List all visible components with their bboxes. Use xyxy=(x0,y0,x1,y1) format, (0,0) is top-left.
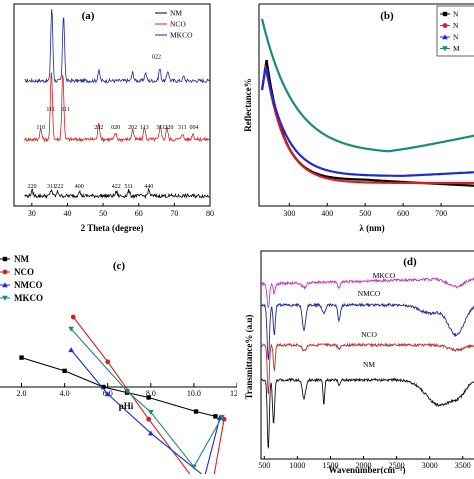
peak-label: 110 xyxy=(36,125,45,131)
data-point xyxy=(68,347,74,352)
series-nmco xyxy=(68,347,222,474)
series-label-mkco: MKCO xyxy=(373,271,396,280)
data-point xyxy=(62,369,66,373)
peak-label: 220 xyxy=(28,184,37,190)
legend-marker xyxy=(443,12,447,16)
x-tick-label: 40 xyxy=(63,209,71,218)
series-nm xyxy=(262,60,474,186)
peak-label: 202 xyxy=(128,125,137,131)
x-tick-label: 500 xyxy=(359,209,371,218)
x-tick-label: 500 xyxy=(258,461,270,470)
x-tick-label: 2.0 xyxy=(17,389,27,398)
peak-label: 202 xyxy=(94,125,103,131)
legend-entry: NCO xyxy=(170,20,186,29)
peak-label: 220 xyxy=(165,125,174,131)
peak-label: 111 xyxy=(61,107,70,113)
series-label-nm: NM xyxy=(363,360,375,369)
legend-entry: NCO xyxy=(14,267,34,277)
legend-entry: NMCO xyxy=(14,280,43,290)
peak-label: 113 xyxy=(140,125,149,131)
x-tick-label: 600 xyxy=(397,209,409,218)
peak-label: 440 xyxy=(144,184,153,190)
x-tick-label: 12.0 xyxy=(230,389,237,398)
x-tick-label: 4.0 xyxy=(60,389,70,398)
series-nco xyxy=(262,68,474,184)
data-point xyxy=(105,359,110,364)
peak-label: 400 xyxy=(75,184,84,190)
x-tick-label: 30 xyxy=(28,209,36,218)
x-tick-label: 1000 xyxy=(289,461,305,470)
legend: NM NCO MKCO xyxy=(155,9,193,40)
panel-label: (b) xyxy=(380,10,394,22)
x-tick-label: 10.0 xyxy=(187,389,201,398)
x-tick-label: 3000 xyxy=(422,461,438,470)
peak-label: 020 xyxy=(111,125,120,131)
legend-entry: NM xyxy=(14,254,29,264)
x-tick-label: 70 xyxy=(170,209,178,218)
data-point xyxy=(146,395,150,399)
legend-entry: N xyxy=(453,21,459,30)
x-tick-label: 300 xyxy=(283,209,295,218)
data-point xyxy=(19,355,23,359)
legend-entry: M xyxy=(453,44,460,53)
legend-marker xyxy=(443,23,448,28)
x-tick-label: 80 xyxy=(206,209,214,218)
series-nm xyxy=(262,379,474,448)
panel-label: (d) xyxy=(403,256,417,268)
legend-entry: NM xyxy=(170,9,182,18)
x-axis-label: 2 Theta (degree) xyxy=(81,223,144,233)
y-axis-label: Reflectance% xyxy=(243,78,253,131)
x-tick-label: 3500 xyxy=(455,461,471,470)
peak-label: 022 xyxy=(152,55,161,61)
legend: NM NCO NMCO MKCO xyxy=(0,254,43,303)
x-tick-label: 50 xyxy=(99,209,107,218)
x-axis-label: Wavenumber(cm⁻¹) xyxy=(329,465,406,474)
x-tick-label: 400 xyxy=(321,209,333,218)
peak-label: 511 xyxy=(124,184,133,190)
series-nmco xyxy=(262,68,474,176)
series-label-nco: NCO xyxy=(361,330,377,339)
peak-label: 222 xyxy=(54,184,63,190)
data-point xyxy=(213,414,217,418)
peak-label: 111 xyxy=(46,107,55,113)
legend-entry: N xyxy=(453,33,459,42)
legend-marker xyxy=(3,257,7,261)
data-point xyxy=(194,409,198,413)
y-axis-label: Transmittance% (a.u) xyxy=(244,315,254,400)
peak-label: 311 xyxy=(178,125,187,131)
x-tick-label: 60 xyxy=(135,209,143,218)
x-axis-label: λ (nm) xyxy=(359,223,384,233)
peak-label: 422 xyxy=(112,184,121,190)
legend-entry: MKCO xyxy=(170,31,193,40)
panel-label: (c) xyxy=(113,260,126,272)
legend-marker xyxy=(3,270,8,275)
x-axis-label: pHi xyxy=(119,401,134,411)
data-point xyxy=(71,315,76,320)
data-point xyxy=(146,417,151,422)
x-tick-label: 700 xyxy=(435,209,447,218)
panel-label: (a) xyxy=(82,10,95,22)
legend-entry: MKCO xyxy=(14,293,43,303)
peak-label: 004 xyxy=(189,125,198,131)
legend-entry: N xyxy=(453,10,459,19)
series-label-nmco: NMCO xyxy=(358,289,381,298)
